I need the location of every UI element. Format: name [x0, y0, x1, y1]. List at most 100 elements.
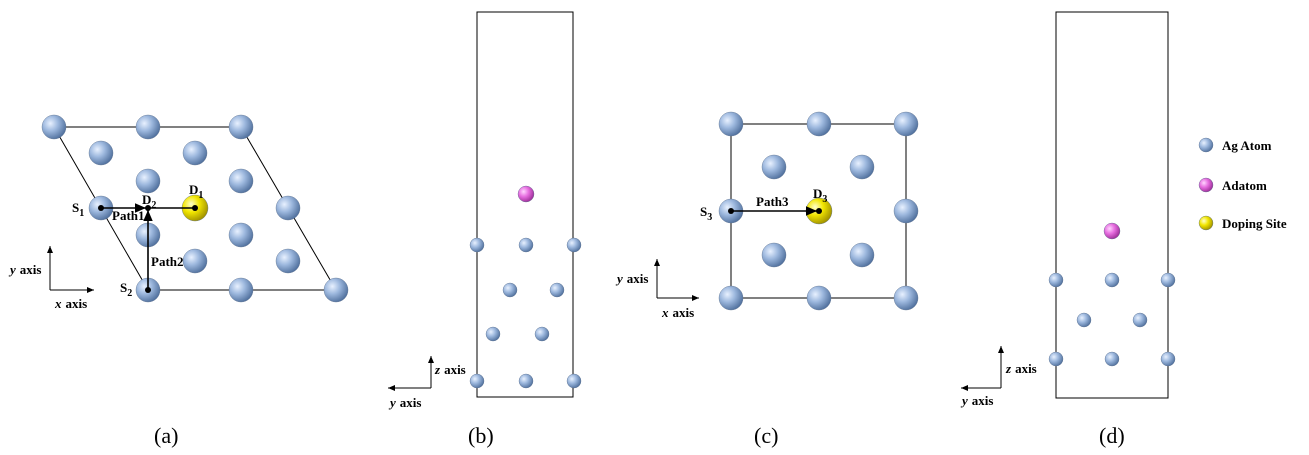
atom [894, 199, 918, 223]
label-sub: 3 [822, 194, 827, 205]
atom [550, 283, 564, 297]
axis-word: axis [627, 271, 649, 286]
site-dot [145, 287, 151, 293]
atom [1077, 313, 1091, 327]
path-label: Path1 [112, 208, 145, 223]
atom [1133, 313, 1147, 327]
axis-var: x [54, 296, 62, 311]
atom [1161, 273, 1175, 287]
atom [1105, 273, 1119, 287]
atom [1161, 352, 1175, 366]
atom [518, 186, 534, 202]
atom [850, 155, 874, 179]
label-main: D [813, 186, 822, 201]
site-label: S2 [120, 280, 132, 299]
atom [229, 115, 253, 139]
atom [42, 115, 66, 139]
cell-outlines [54, 12, 1168, 398]
atom [276, 196, 300, 220]
atom [470, 238, 484, 252]
panel-caption: (b) [468, 423, 494, 448]
atom [762, 155, 786, 179]
site-dot [728, 208, 734, 214]
atom [1049, 273, 1063, 287]
atom [229, 223, 253, 247]
label-main: D [189, 182, 198, 197]
label-sub: 3 [707, 212, 712, 223]
atom [470, 374, 484, 388]
atom [1199, 178, 1213, 192]
site-dot [192, 205, 198, 211]
site-dots [98, 205, 822, 293]
panel-caption: (c) [754, 423, 778, 448]
atoms [42, 112, 1213, 388]
atom [136, 115, 160, 139]
atom [762, 243, 786, 267]
axis-word: axis [400, 395, 422, 410]
atom [486, 327, 500, 341]
atom [719, 286, 743, 310]
atom [1199, 138, 1213, 152]
axis-var: x [661, 305, 669, 320]
axis-word: axis [444, 362, 466, 377]
atom [535, 327, 549, 341]
atom [1104, 223, 1120, 239]
axis-var: y [960, 393, 968, 408]
atom [850, 243, 874, 267]
label-sub: 1 [79, 208, 84, 219]
atom [1199, 216, 1213, 230]
legend-label: Ag Atom [1222, 138, 1272, 153]
axis-var: y [615, 271, 623, 286]
atom [503, 283, 517, 297]
axis-word: axis [20, 262, 42, 277]
path-label: Path2 [151, 254, 184, 269]
atom [324, 278, 348, 302]
atom [567, 238, 581, 252]
axis-word: axis [673, 305, 695, 320]
axis-word: axis [66, 296, 88, 311]
axis-var: y [388, 395, 396, 410]
atom [894, 286, 918, 310]
panel-caption: (d) [1099, 423, 1125, 448]
label-main: S [700, 204, 707, 219]
atom [807, 112, 831, 136]
site-label: S1 [72, 200, 84, 219]
atom [229, 169, 253, 193]
atom [519, 374, 533, 388]
atom [807, 286, 831, 310]
atom [136, 169, 160, 193]
label-main: S [120, 280, 127, 295]
axis-var: z [1005, 361, 1012, 376]
site-label: S3 [700, 204, 712, 223]
atom [89, 141, 113, 165]
label-sub: 2 [127, 288, 132, 299]
panel-caption: (a) [154, 423, 178, 448]
cell-d [1056, 12, 1168, 398]
axis-var: y [8, 262, 16, 277]
atom [276, 249, 300, 273]
atom [183, 141, 207, 165]
site-dot [98, 205, 104, 211]
atom [229, 278, 253, 302]
legend-label: Doping Site [1222, 216, 1287, 231]
atom [1105, 352, 1119, 366]
axis-word: axis [972, 393, 994, 408]
atom [894, 112, 918, 136]
label-sub: 2 [151, 200, 156, 211]
atom [519, 238, 533, 252]
path-label: Path3 [756, 194, 789, 209]
legend-label: Adatom [1222, 178, 1267, 193]
figure: S1D2D1S2Path1Path2yaxisxaxis(a)zaxisyaxi… [0, 0, 1309, 450]
label-sub: 1 [198, 190, 203, 201]
atom [719, 112, 743, 136]
label-main: D [142, 192, 151, 207]
site-dot [816, 208, 822, 214]
axis-var: z [434, 362, 441, 377]
